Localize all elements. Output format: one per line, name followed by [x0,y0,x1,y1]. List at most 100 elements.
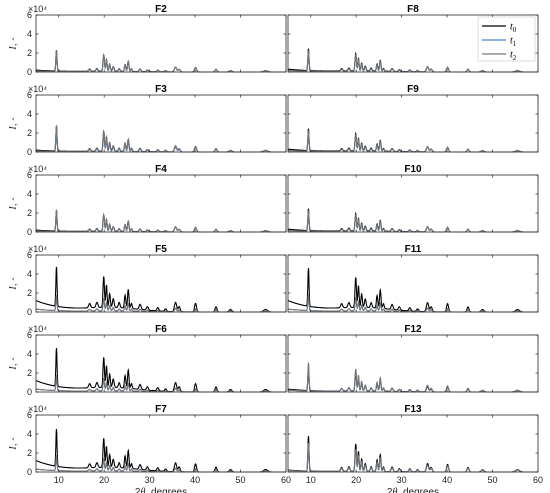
axes-frame [287,14,539,73]
y-exponent-label: ×10⁴ [28,244,47,254]
y-tick-label: 2 [27,128,32,138]
series-t2-line [288,362,538,393]
series-t1-line [35,455,286,473]
series-t1-line [288,445,538,473]
series-t0-line [36,266,286,313]
y-tick-label: 2 [27,288,32,298]
subplot-title: F10 [404,164,422,175]
subplot-f12: F12 [287,324,539,393]
series-t2-line [35,295,286,313]
x-tick-label: 20 [351,475,361,485]
series-t1-line [35,51,286,73]
subplot-title: F7 [155,404,167,415]
subplot-f10: F10 [287,164,539,233]
series-t0-line [288,267,538,313]
y-exponent-label: ×10⁴ [28,404,47,414]
y-axis-label: I, - [8,357,19,370]
x-tick-label: 10 [306,475,316,485]
axes-frame [35,174,287,233]
y-tick-label: 4 [27,109,32,119]
subplot-f3: 0 2 4 6 F3 ×10⁴ I, - [8,84,287,157]
subplot-title: F3 [155,84,167,95]
y-tick-label: 4 [27,189,32,199]
axes-frame [287,94,539,153]
x-tick-label: 50 [236,475,246,485]
series-t1-line [287,296,538,313]
y-axis-label: I, - [8,37,19,50]
y-tick-label: 0 [27,467,32,477]
series-t1-line [288,211,538,233]
y-tick-label: 0 [27,307,32,317]
legend-label-t2: t2 [510,50,517,63]
y-tick-label: 0 [27,387,32,397]
axes-frame [287,414,539,473]
y-tick-label: 4 [27,429,32,439]
x-tick-label: 40 [442,475,452,485]
y-tick-label: 0 [27,67,32,77]
subplot-f11: F11 [287,244,539,313]
series-t2-line [35,50,286,73]
axes-frame [35,14,287,73]
subplot-title: F11 [405,244,422,255]
subplot-title: F6 [155,324,167,335]
axes-frame [35,94,287,153]
y-tick-label: 4 [27,349,32,359]
series-t2-line [288,130,538,153]
series-t0-line [287,208,538,233]
series-t2-line [287,294,538,313]
x-axis-label: 2θ, degrees [387,487,439,493]
y-tick-label: 4 [27,269,32,279]
y-tick-label: 2 [27,208,32,218]
series-t1-line [35,211,286,233]
subplot-f5: 0 2 4 6 F5 ×10⁴ I, - [8,244,287,317]
y-tick-label: 0 [27,147,32,157]
axes-frame [287,254,539,313]
subplot-f9: F9 [287,84,539,153]
subplot-title: F13 [404,404,422,415]
series-t2-line [35,455,286,473]
subplot-title: F5 [155,244,167,255]
y-tick-label: 4 [27,29,32,39]
subplot-title: F8 [407,4,419,15]
x-tick-label: 30 [145,475,155,485]
x-tick-label: 50 [488,475,498,485]
x-tick-label: 40 [190,475,200,485]
y-tick-label: 6 [27,90,32,100]
y-axis-label: I, - [8,277,19,290]
series-t1-line [288,131,538,153]
series-t2-line [35,125,286,153]
series-t0-line [288,436,538,473]
subplot-title: F9 [407,84,419,95]
y-exponent-label: ×10⁴ [28,324,47,334]
subplot-f6: 0 2 4 6 F6 ×10⁴ I, - [8,324,287,397]
subplot-title: F2 [155,4,167,15]
y-tick-label: 2 [27,368,32,378]
y-tick-label: 0 [27,227,32,237]
y-exponent-label: ×10⁴ [28,84,47,94]
y-tick-label: 6 [27,250,32,260]
x-tick-label: 60 [533,475,543,485]
x-tick-label: 20 [99,475,109,485]
axes-frame [287,174,539,233]
y-tick-label: 6 [27,170,32,180]
series-t1-line [35,295,286,313]
series-t1-line [35,375,286,393]
subplot-f7: 0 2 4 6 10 20 30 40 50 60 F7 ×10⁴ I, - 2θ, degrees [8,404,291,493]
series-t1-line [35,132,286,153]
axes-frame [287,334,539,393]
axes-frame [35,334,287,393]
y-axis-label: I, - [8,197,19,210]
y-exponent-label: ×10⁴ [28,4,47,14]
series-t0-line [287,368,538,393]
series-t2-line [288,210,538,233]
series-t0-line [287,128,538,153]
axes-frame [35,254,287,313]
x-tick-label: 30 [397,475,407,485]
series-t2-line [35,209,286,233]
subplot-title: F4 [155,164,167,175]
legend-label-t0: t0 [510,22,517,35]
y-tick-label: 2 [27,48,32,58]
